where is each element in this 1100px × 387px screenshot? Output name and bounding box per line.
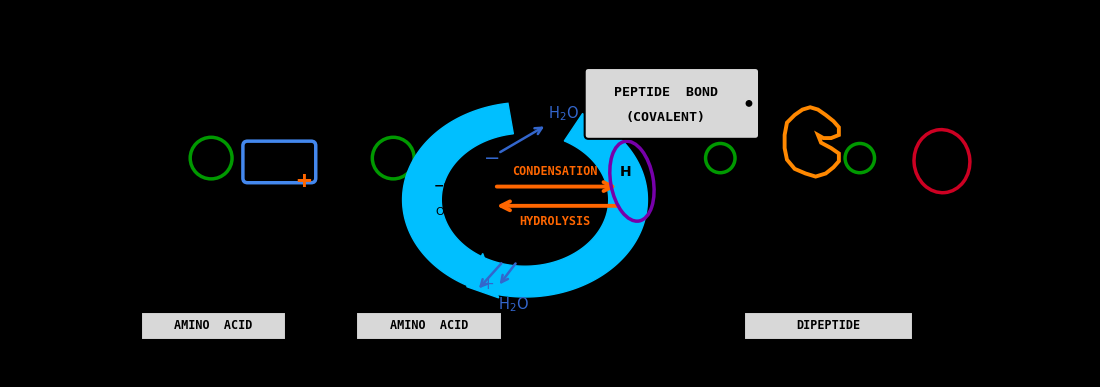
Text: (COVALENT): (COVALENT) [626,111,706,124]
FancyBboxPatch shape [141,312,286,340]
Text: O: O [436,207,444,217]
Text: AMINO  ACID: AMINO ACID [389,319,469,332]
Polygon shape [466,253,498,298]
Text: DIPEPTIDE: DIPEPTIDE [796,319,860,332]
Text: +: + [297,169,311,193]
FancyBboxPatch shape [744,312,913,340]
Text: AMINO  ACID: AMINO ACID [174,319,253,332]
Text: +: + [482,277,494,292]
Circle shape [746,101,751,106]
Text: H: H [620,165,631,179]
Text: CONDENSATION: CONDENSATION [512,166,597,178]
Text: $\mathregular{H_2O}$: $\mathregular{H_2O}$ [548,104,579,123]
Text: HYDROLYSIS: HYDROLYSIS [519,215,590,228]
Polygon shape [403,103,648,297]
Text: −: − [484,149,500,168]
FancyBboxPatch shape [356,312,502,340]
FancyBboxPatch shape [585,68,759,139]
Text: −C: −C [433,180,453,193]
Text: $\mathregular{H_2O}$: $\mathregular{H_2O}$ [498,295,529,314]
Text: PEPTIDE  BOND: PEPTIDE BOND [614,86,717,99]
